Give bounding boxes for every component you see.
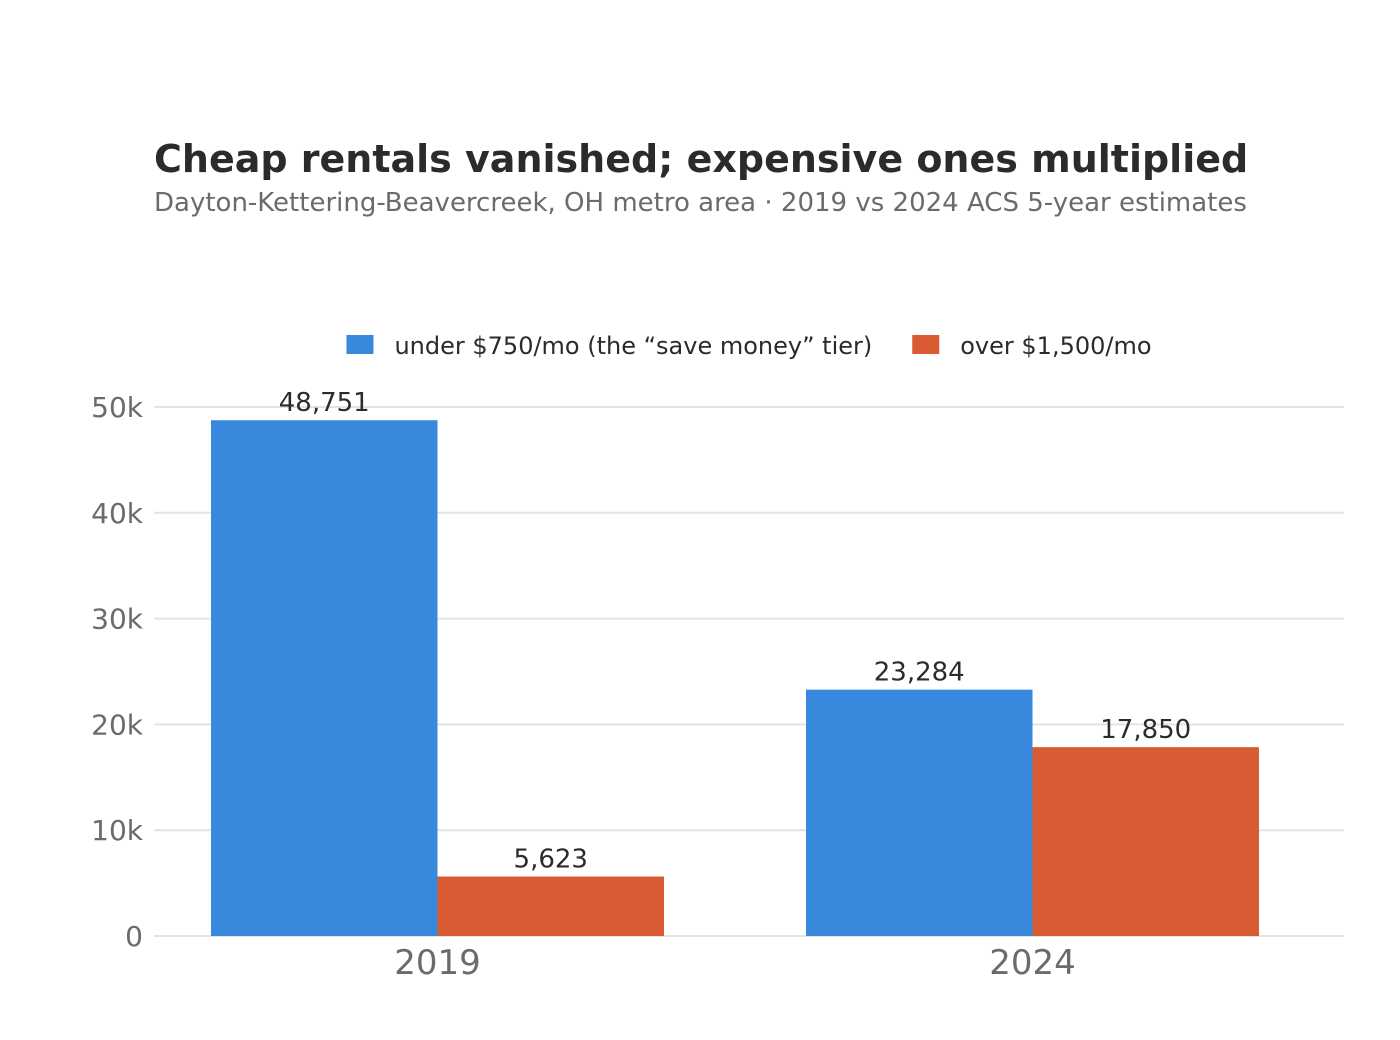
y-tick-label: 0 <box>125 920 143 953</box>
legend-label: over $1,500/mo <box>960 332 1151 360</box>
legend-swatch <box>912 335 940 354</box>
chart-title: Cheap rentals vanished; expensive ones m… <box>154 137 1248 181</box>
legend-label: under $750/mo (the “save money” tier) <box>394 332 872 360</box>
data-label: 23,284 <box>874 658 965 688</box>
legend-item: over $1,500/mo <box>912 332 1152 360</box>
data-label: 48,751 <box>279 388 370 418</box>
x-axis: 2019 2024 <box>394 943 1076 983</box>
data-labels: 48,751 5,623 23,284 17,850 <box>279 388 1191 874</box>
legend-item: under $750/mo (the “save money” tier) <box>346 332 872 360</box>
bar-2024-series-1 <box>1032 747 1259 936</box>
data-label: 17,850 <box>1100 715 1191 745</box>
y-tick-label: 40k <box>91 497 144 530</box>
bars <box>211 420 1259 936</box>
y-tick-label: 30k <box>91 603 144 636</box>
bar-2019-series-1 <box>437 876 664 936</box>
y-tick-label: 20k <box>91 708 144 741</box>
bar-2024-series-0 <box>806 689 1033 936</box>
y-tick-label: 50k <box>91 391 144 424</box>
chart-subtitle: Dayton-Kettering-Beavercreek, OH metro a… <box>154 188 1247 218</box>
x-tick-label: 2024 <box>989 943 1076 983</box>
legend-swatch <box>346 335 374 354</box>
y-axis: 0 10k 20k 30k 40k 50k <box>91 391 144 953</box>
y-tick-label: 10k <box>91 814 144 847</box>
x-tick-label: 2019 <box>394 943 481 983</box>
data-label: 5,623 <box>514 845 588 875</box>
legend: under $750/mo (the “save money” tier) ove… <box>346 332 1152 360</box>
bar-2019-series-0 <box>211 420 438 936</box>
